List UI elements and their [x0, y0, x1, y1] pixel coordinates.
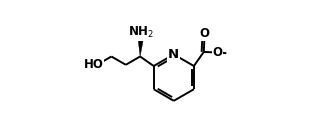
Text: O: O [199, 27, 209, 40]
Text: N: N [168, 48, 179, 61]
Polygon shape [138, 37, 144, 57]
Text: HO: HO [83, 58, 103, 71]
Text: O: O [212, 46, 222, 59]
Text: NH$_2$: NH$_2$ [128, 25, 154, 40]
